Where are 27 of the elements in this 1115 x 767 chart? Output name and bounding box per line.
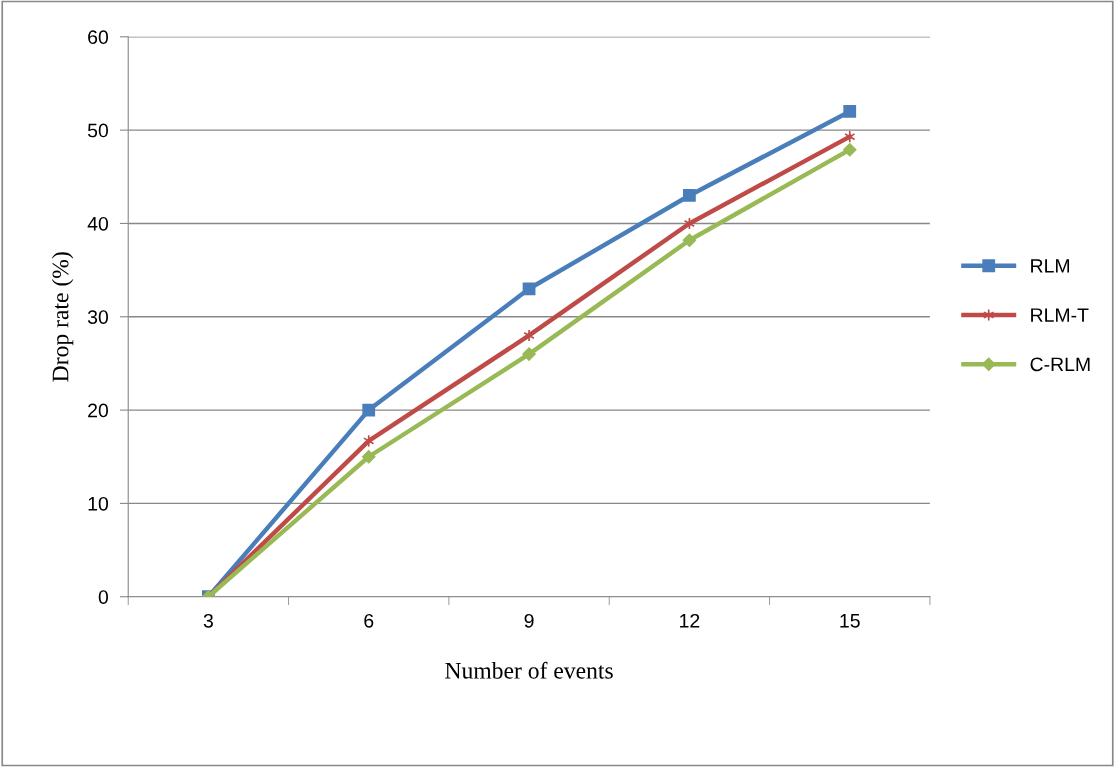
x-tick-label: 9	[524, 613, 534, 628]
y-tick-label: 0	[98, 590, 109, 604]
y-tick-label: 60	[88, 30, 109, 45]
legend-label: RLM	[1031, 259, 1070, 273]
point	[523, 329, 535, 342]
point	[363, 434, 375, 448]
point	[522, 282, 536, 296]
x-tick-label: 6	[364, 613, 374, 628]
y-tick-label: 10	[88, 496, 109, 511]
x-axis-title: Number of events	[445, 661, 613, 679]
y-tick-label: 20	[88, 403, 109, 418]
point	[682, 233, 697, 247]
point	[843, 105, 857, 118]
y-tick-label: 30	[87, 310, 109, 325]
legend-label: RLM-T	[1031, 308, 1089, 322]
x-tick-label: 3	[203, 613, 213, 628]
y-axis-title: Drop rate (%)	[51, 252, 74, 382]
point	[362, 403, 376, 417]
point	[522, 347, 536, 361]
y-tick-label: 50	[87, 123, 109, 138]
point	[843, 143, 857, 157]
point	[683, 189, 696, 202]
point	[362, 450, 376, 464]
legend-label: C-RLM	[1030, 357, 1090, 372]
x-tick-label: 15	[840, 614, 860, 628]
y-tick-label: 40	[87, 216, 109, 231]
x-tick-label: 12	[680, 613, 700, 628]
